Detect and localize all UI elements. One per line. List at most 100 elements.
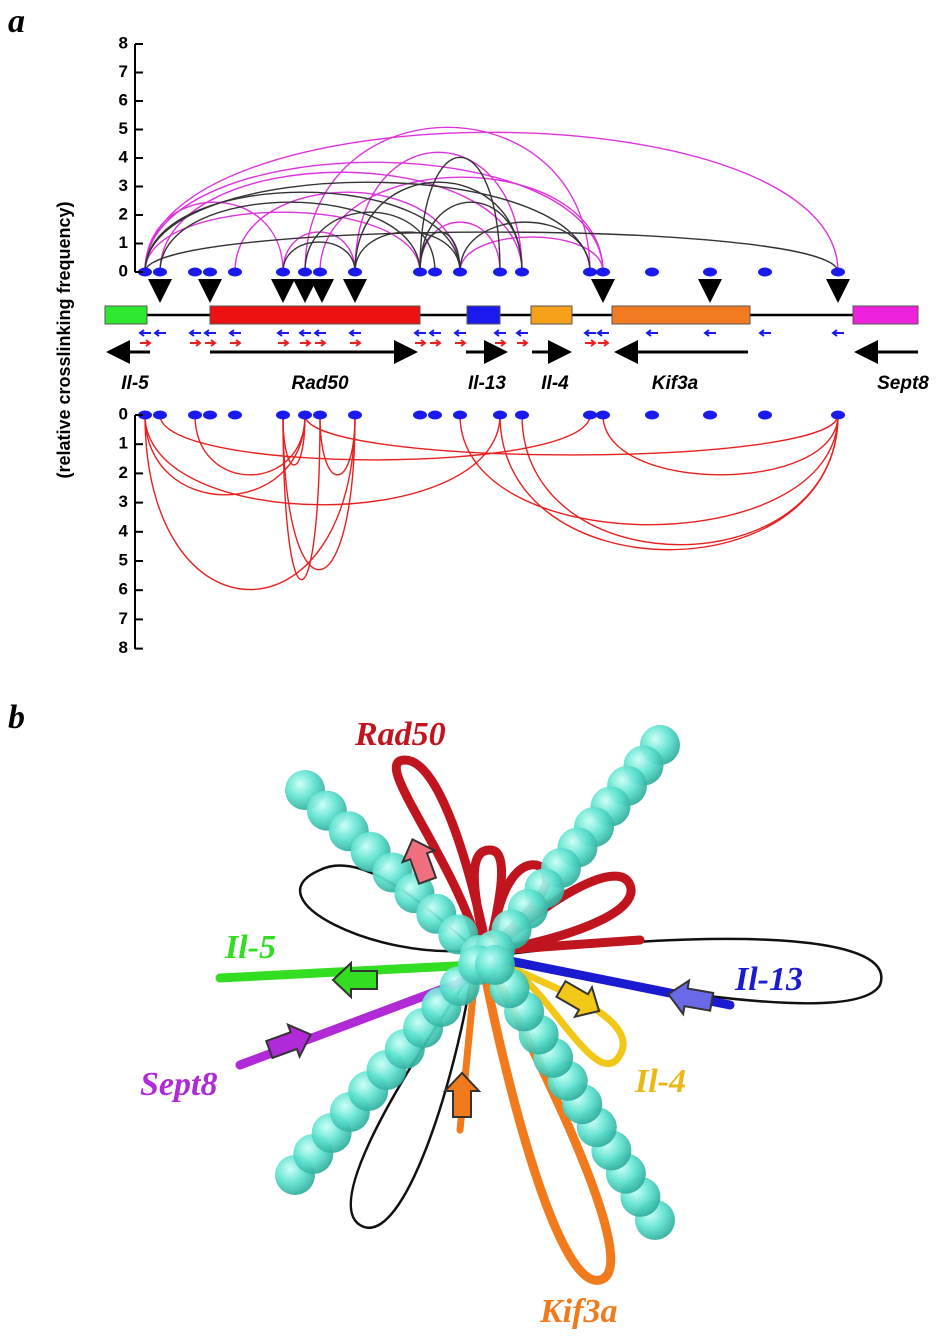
primer (598, 340, 608, 346)
interaction-arc (145, 182, 590, 272)
primer (300, 330, 311, 336)
tick-label: 0 (119, 404, 128, 423)
interaction-arc (145, 232, 838, 272)
probe-dot (188, 268, 202, 277)
probe-dot (596, 411, 610, 420)
primer (140, 330, 151, 336)
tick-label: 0 (119, 261, 128, 280)
gene-box (853, 306, 918, 324)
primer (455, 330, 466, 336)
primer (585, 340, 595, 346)
probe-dot (831, 268, 845, 277)
tick-label: 4 (119, 147, 129, 166)
primer (350, 330, 361, 336)
gene-label: Il-13 (734, 961, 803, 998)
interaction-arc (460, 237, 603, 272)
probe-dot (276, 268, 290, 277)
gene-label: Il-4 (541, 373, 569, 394)
probe-dot (453, 411, 467, 420)
primer (833, 330, 844, 336)
probe-dot (276, 411, 290, 420)
gene-box (105, 306, 147, 324)
tick-label: 3 (119, 176, 128, 195)
gene-label: Il-4 (634, 1063, 686, 1100)
gene-arrow (445, 1073, 479, 1117)
tick-label: 3 (119, 492, 128, 511)
tick-label: 2 (119, 204, 128, 223)
primer (517, 330, 528, 336)
gene-label: Sept8 (140, 1066, 217, 1103)
primer (155, 330, 166, 336)
interaction-arc (305, 127, 590, 272)
figure: a (relative crosslinking frequency) Il-5… (0, 0, 943, 1336)
panel-label: b (8, 699, 25, 736)
tick-label: 5 (119, 119, 128, 138)
gene-label: Il-5 (121, 373, 149, 394)
probe-dot (596, 268, 610, 277)
gene-box (531, 306, 572, 324)
tick-label: 5 (119, 550, 128, 569)
interaction-arc (283, 242, 355, 272)
interaction-arc (145, 132, 838, 272)
primer (495, 340, 505, 346)
probe-dot (413, 411, 427, 420)
primer (415, 330, 426, 336)
probe-dot (153, 268, 167, 277)
gene-label: Rad50 (354, 716, 446, 753)
primer (190, 340, 200, 346)
gene-box (612, 306, 750, 324)
tick-label: 6 (119, 580, 128, 599)
gene-label: Il-5 (224, 929, 276, 966)
primer (315, 340, 325, 346)
primer (598, 330, 609, 336)
y-axis-label: (relative crosslinking frequency) (54, 201, 74, 478)
gene-label: Kif3a (652, 373, 699, 394)
gene-label: Kif3a (539, 1293, 617, 1330)
probe-dot (413, 268, 427, 277)
primer (230, 330, 241, 336)
interaction-arc (500, 415, 838, 550)
gene-label: Sept8 (877, 373, 929, 394)
primer (315, 330, 326, 336)
tick-label: 8 (119, 33, 128, 52)
probe-dot (758, 268, 772, 277)
probe-dot (228, 268, 242, 277)
probe-dot (203, 411, 217, 420)
interaction-arc (355, 232, 460, 272)
primer (430, 340, 440, 346)
probe-dot (228, 411, 242, 420)
tick-label: 7 (119, 62, 128, 81)
probe-dot (515, 268, 529, 277)
interaction-arc (320, 415, 355, 475)
probe-dot (645, 411, 659, 420)
probe-dot (583, 411, 597, 420)
probe-dot (348, 268, 362, 277)
probe-dot (831, 411, 845, 420)
probe-dot (703, 268, 717, 277)
primer (350, 340, 360, 346)
tick-label: 1 (119, 233, 128, 252)
probe-dot (313, 268, 327, 277)
interaction-arc (460, 415, 838, 525)
probe-dot (313, 411, 327, 420)
primer (705, 330, 716, 336)
gene-box (467, 306, 500, 324)
primer (190, 330, 201, 336)
interaction-arc (603, 415, 838, 475)
gene-label: Il-13 (468, 373, 506, 394)
probe-dot (428, 268, 442, 277)
probe-dot (493, 268, 507, 277)
probe-dot (188, 411, 202, 420)
tick-label: 2 (119, 463, 128, 482)
probe-dot (515, 411, 529, 420)
interaction-arc (283, 415, 355, 570)
panel-label: a (8, 3, 25, 40)
primer (140, 340, 150, 346)
probe-dot (453, 268, 467, 277)
interaction-arc (160, 415, 590, 460)
probe-dot (298, 411, 312, 420)
primer (495, 330, 506, 336)
probe-dot (348, 411, 362, 420)
primer (647, 330, 658, 336)
probe-dot (298, 268, 312, 277)
